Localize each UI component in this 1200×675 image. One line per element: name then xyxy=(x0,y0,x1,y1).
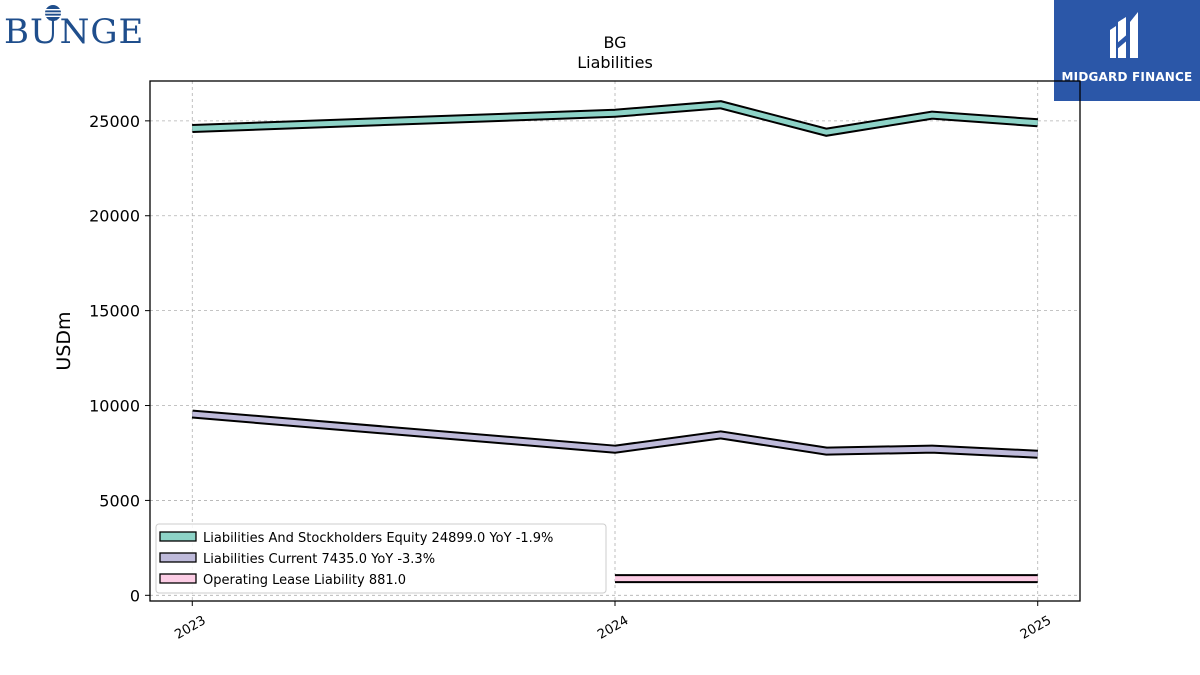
x-tick-label: 2023 xyxy=(172,613,208,643)
legend-label-3: Operating Lease Liability 881.0 xyxy=(203,573,406,588)
legend-label-2: Liabilities Current 7435.0 YoY -3.3% xyxy=(203,552,435,567)
midgard-finance-logo: MIDGARD FINANCE xyxy=(1054,0,1200,101)
chart-title: BG xyxy=(603,33,626,52)
y-tick-label: 25000 xyxy=(89,112,140,131)
y-tick-label: 20000 xyxy=(89,207,140,226)
y-axis-label: USDm xyxy=(53,311,75,370)
legend-swatch-2 xyxy=(159,552,197,563)
midgard-finance-emblem xyxy=(1110,12,1138,58)
bunge-logo-emblem xyxy=(44,5,62,21)
midgard-finance-text: MIDGARD FINANCE xyxy=(1061,70,1193,84)
legend-swatch-3 xyxy=(159,573,197,584)
bunge-logo: BUNGE xyxy=(4,4,176,52)
y-tick-label: 5000 xyxy=(99,491,140,510)
legend: Liabilities And Stockholders Equity 2489… xyxy=(155,523,607,594)
series-line-1 xyxy=(192,102,1038,135)
chart-subtitle: Liabilities xyxy=(577,53,653,72)
legend-label-1: Liabilities And Stockholders Equity 2489… xyxy=(203,531,553,546)
y-tick-label: 10000 xyxy=(89,397,140,416)
y-tick-label: 0 xyxy=(130,586,140,605)
bunge-logo-text: BUNGE xyxy=(4,12,144,48)
series-lines xyxy=(191,100,1039,584)
legend-swatch-1 xyxy=(159,531,197,542)
bunge-logo-mark: BUNGE xyxy=(4,5,144,52)
series-line-2 xyxy=(192,411,1038,457)
x-tick-label: 2024 xyxy=(595,613,631,643)
legend-box xyxy=(155,523,607,594)
x-tick-label: 2025 xyxy=(1018,613,1054,643)
grid xyxy=(150,81,1080,601)
y-tick-label: 15000 xyxy=(89,302,140,321)
